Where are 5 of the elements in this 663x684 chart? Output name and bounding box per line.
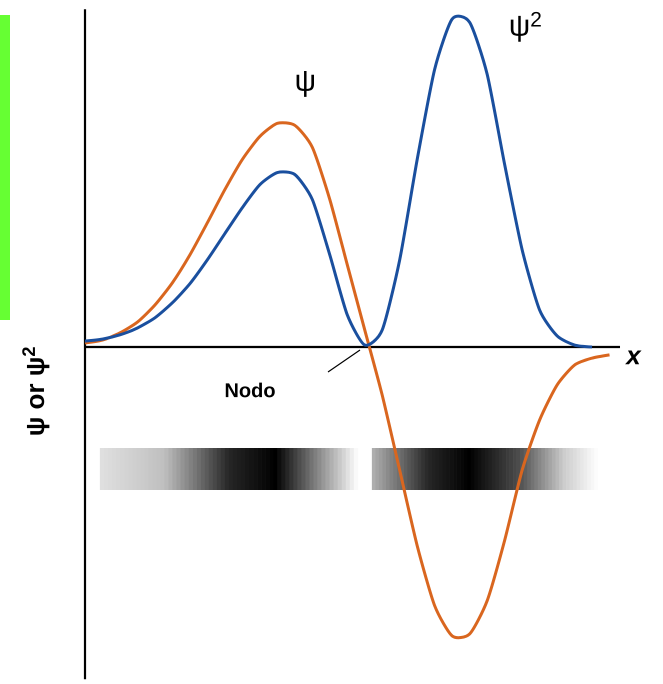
annotation: Nodo [226,382,275,398]
series-label: ψ [296,70,314,97]
x-axis-title: x [625,350,642,364]
y-axis-title: ψ or ψ$^{2}$ [22,347,50,435]
series-label: ψ$^{2}$ [510,12,541,42]
